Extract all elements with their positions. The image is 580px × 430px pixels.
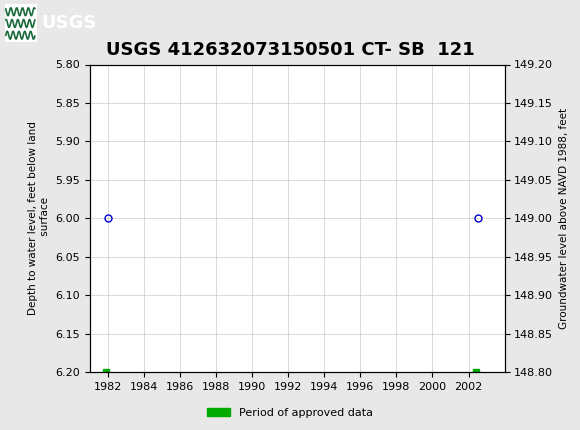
Legend: Period of approved data: Period of approved data <box>203 403 377 422</box>
Y-axis label: Groundwater level above NAVD 1988, feet: Groundwater level above NAVD 1988, feet <box>559 108 569 329</box>
FancyBboxPatch shape <box>5 3 37 42</box>
Text: USGS: USGS <box>42 14 97 31</box>
Text: USGS 412632073150501 CT- SB  121: USGS 412632073150501 CT- SB 121 <box>106 41 474 59</box>
Y-axis label: Depth to water level, feet below land
 surface: Depth to water level, feet below land su… <box>28 121 50 315</box>
